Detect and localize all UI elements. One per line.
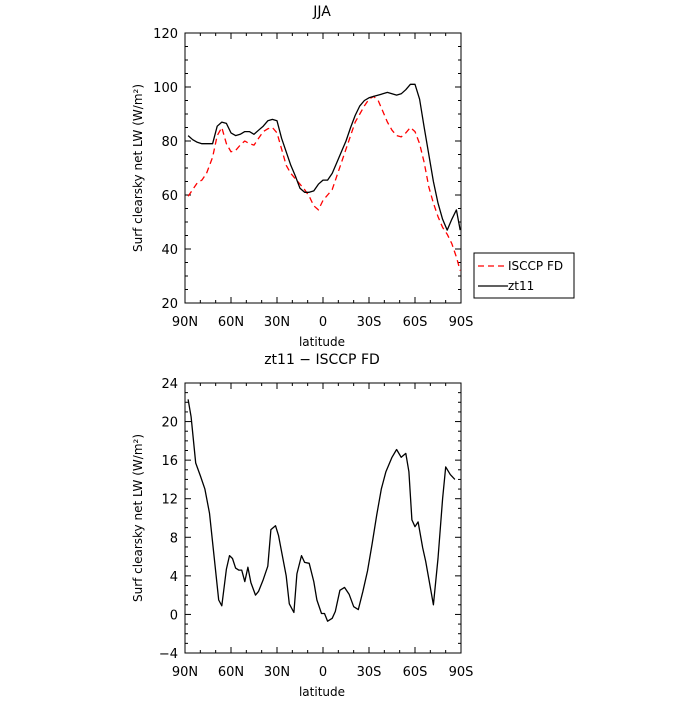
bottom-panel: zt11 − ISCCP FD 90N 60N 30N 0 30S 60S 90S −4 0 4…	[131, 352, 473, 699]
bottom-y-tick-label: 0	[170, 608, 178, 623]
top-y-tick-label: 120	[153, 27, 178, 42]
top-x-tick-label: 90N	[172, 315, 198, 330]
bottom-x-tick-label: 0	[319, 665, 327, 680]
bottom-y-tick-label: −4	[159, 647, 178, 662]
legend-box	[473, 252, 575, 299]
legend-label-zt11: zt11	[508, 279, 534, 293]
bottom-x-tick-label: 30N	[264, 665, 290, 680]
bottom-y-tick-label: 12	[161, 493, 178, 508]
top-x-tick-label: 30S	[357, 315, 382, 330]
top-y-tick-label: 60	[161, 189, 178, 204]
top-y-tick-label: 40	[161, 243, 178, 258]
top-y-tick-label: 100	[153, 81, 178, 96]
bottom-x-tick-label: 60N	[218, 665, 244, 680]
top-x-tick-label: 60S	[403, 315, 428, 330]
bottom-x-tick-label: 30S	[357, 665, 382, 680]
bottom-x-tick-label: 90S	[449, 665, 474, 680]
top-series-line-zt11	[187, 83, 461, 231]
top-x-tick-label: 60N	[218, 315, 244, 330]
top-chart-title: JJA	[312, 4, 331, 20]
top-y-tick-label: 20	[161, 297, 178, 312]
bottom-y-tick-labels: −4 0 4 8 12 16 20 24	[159, 377, 178, 662]
top-y-axis-label: Surf clearsky net LW (W/m²)	[131, 84, 145, 252]
bottom-y-axis-label: Surf clearsky net LW (W/m²)	[131, 434, 145, 602]
top-x-tick-labels: 90N 60N 30N 0 30S 60S 90S	[172, 315, 474, 330]
bottom-y-tick-label: 16	[161, 454, 178, 469]
bottom-series-line-0	[187, 399, 456, 622]
bottom-y-tick-label: 8	[170, 531, 178, 546]
top-x-tick-label: 90S	[449, 315, 474, 330]
top-y-tick-labels: 20 40 60 80 100 120	[153, 27, 178, 312]
legend-label-isccp-fd: ISCCP FD	[508, 259, 563, 273]
bottom-y-tick-label: 24	[161, 377, 178, 392]
bottom-x-tick-labels: 90N 60N 30N 0 30S 60S 90S	[172, 665, 474, 680]
top-x-tick-label: 30N	[264, 315, 290, 330]
bottom-x-tick-label: 90N	[172, 665, 198, 680]
bottom-ticks	[184, 382, 462, 654]
top-panel: JJA 90N 60N 30N 0 30S 60S 90S 20 40 60 80 100 120 l…	[131, 4, 473, 349]
bottom-series-lines	[187, 399, 456, 622]
bottom-x-tick-label: 60S	[403, 665, 428, 680]
legend: ISCCP FD zt11	[473, 252, 575, 299]
bottom-y-tick-label: 20	[161, 416, 178, 431]
top-x-tick-label: 0	[319, 315, 327, 330]
bottom-y-tick-label: 4	[170, 570, 178, 585]
top-series-lines	[187, 83, 461, 271]
bottom-x-axis-label: latitude	[299, 685, 345, 699]
bottom-chart-title: zt11 − ISCCP FD	[264, 352, 380, 368]
top-ticks	[184, 32, 462, 304]
top-y-tick-label: 80	[161, 135, 178, 150]
top-x-axis-label: latitude	[299, 335, 345, 349]
